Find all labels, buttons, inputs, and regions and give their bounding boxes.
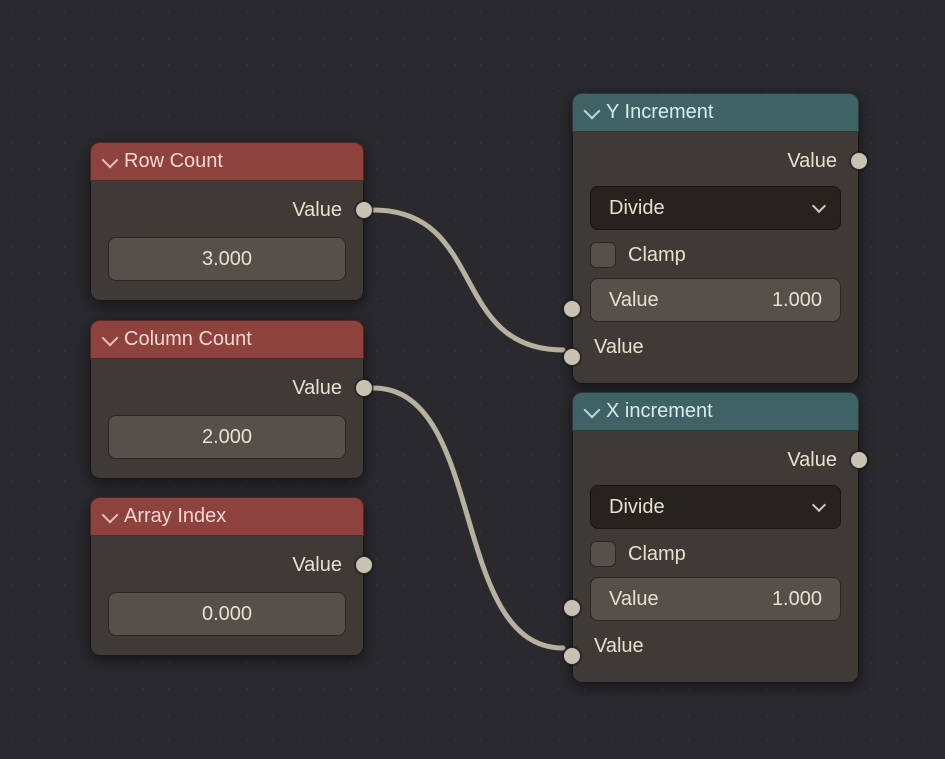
output-label: Value	[292, 199, 342, 222]
chevron-down-icon	[102, 329, 119, 346]
output-socket[interactable]	[355, 379, 373, 397]
input-a-field[interactable]: Value 1.000	[590, 278, 841, 322]
value-text: 3.000	[202, 248, 252, 271]
output-label: Value	[292, 554, 342, 577]
output-socket[interactable]	[850, 152, 868, 170]
value-text: 2.000	[202, 426, 252, 449]
input-b-label: Value	[594, 336, 644, 359]
chevron-down-icon	[584, 102, 601, 119]
input-a-label: Value	[609, 588, 659, 611]
clamp-checkbox[interactable]	[590, 242, 616, 268]
output-socket[interactable]	[355, 201, 373, 219]
input-a-value: 1.000	[772, 588, 822, 611]
node-row-count[interactable]: Row Count Value 3.000	[90, 142, 364, 301]
value-text: 0.000	[202, 603, 252, 626]
input-a-socket[interactable]	[563, 599, 581, 617]
input-a-value: 1.000	[772, 289, 822, 312]
dropdown-value: Divide	[609, 496, 665, 519]
clamp-label: Clamp	[628, 543, 686, 566]
dropdown-value: Divide	[609, 197, 665, 220]
node-title: Column Count	[124, 328, 252, 351]
chevron-down-icon	[584, 401, 601, 418]
input-b-socket[interactable]	[563, 348, 581, 366]
node-array-index[interactable]: Array Index Value 0.000	[90, 497, 364, 656]
operation-dropdown[interactable]: Divide	[590, 186, 841, 230]
input-a-label: Value	[609, 289, 659, 312]
input-a-field[interactable]: Value 1.000	[590, 577, 841, 621]
output-socket[interactable]	[355, 556, 373, 574]
chevron-down-icon	[812, 199, 826, 213]
output-label: Value	[787, 449, 837, 472]
node-header[interactable]: Row Count	[90, 142, 364, 181]
input-b-label: Value	[594, 635, 644, 658]
node-title: Y Increment	[606, 101, 713, 124]
value-field[interactable]: 0.000	[108, 592, 346, 636]
node-header[interactable]: Y Increment	[572, 93, 859, 132]
output-label: Value	[787, 150, 837, 173]
chevron-down-icon	[812, 498, 826, 512]
chevron-down-icon	[102, 151, 119, 168]
clamp-label: Clamp	[628, 244, 686, 267]
output-socket[interactable]	[850, 451, 868, 469]
input-b-socket[interactable]	[563, 647, 581, 665]
node-header[interactable]: X increment	[572, 392, 859, 431]
node-x-increment[interactable]: X increment Value Divide Clamp Value 1.0…	[572, 392, 859, 683]
value-field[interactable]: 2.000	[108, 415, 346, 459]
input-a-socket[interactable]	[563, 300, 581, 318]
node-column-count[interactable]: Column Count Value 2.000	[90, 320, 364, 479]
node-title: X increment	[606, 400, 713, 423]
chevron-down-icon	[102, 506, 119, 523]
node-header[interactable]: Array Index	[90, 497, 364, 536]
node-title: Array Index	[124, 505, 226, 528]
node-y-increment[interactable]: Y Increment Value Divide Clamp Value 1.0…	[572, 93, 859, 384]
output-label: Value	[292, 377, 342, 400]
node-editor-canvas[interactable]: Row Count Value 3.000 Column Count Value…	[0, 0, 945, 759]
node-header[interactable]: Column Count	[90, 320, 364, 359]
value-field[interactable]: 3.000	[108, 237, 346, 281]
operation-dropdown[interactable]: Divide	[590, 485, 841, 529]
node-title: Row Count	[124, 150, 223, 173]
clamp-checkbox[interactable]	[590, 541, 616, 567]
